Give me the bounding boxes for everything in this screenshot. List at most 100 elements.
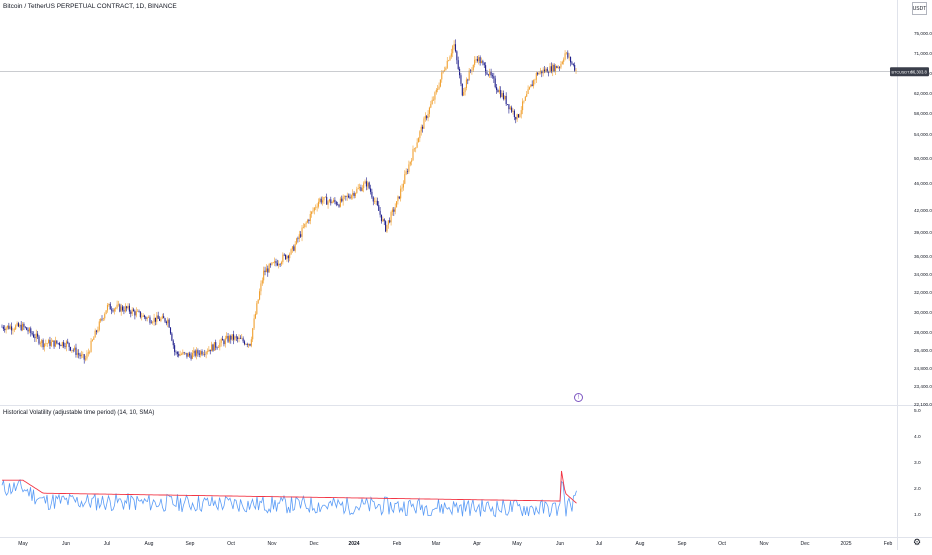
- candle-body: [439, 79, 441, 87]
- candle-body: [486, 72, 488, 75]
- candle-body: [332, 199, 335, 202]
- candle-body: [189, 353, 191, 356]
- candle-body: [517, 114, 520, 118]
- candle-body: [164, 318, 166, 322]
- candle-body: [537, 72, 539, 75]
- candle-body: [82, 354, 84, 355]
- candle-body: [575, 70, 577, 71]
- candle-body: [419, 131, 421, 139]
- candle-body: [526, 94, 528, 97]
- event-marker-icon[interactable]: !: [574, 393, 583, 402]
- candle-body: [64, 346, 66, 348]
- price-tick-label: 32,000.0: [914, 290, 932, 295]
- candle-body: [405, 171, 407, 175]
- candle-body: [249, 343, 251, 346]
- candle-body: [305, 222, 307, 224]
- candle-body: [291, 246, 293, 250]
- candle-body: [200, 351, 202, 355]
- candle-body: [315, 207, 317, 209]
- candle-body: [290, 249, 292, 255]
- candle-body: [505, 95, 507, 105]
- candle-body: [149, 317, 151, 323]
- candle-body: [97, 329, 99, 332]
- candle-body: [337, 204, 339, 206]
- candle-body: [8, 325, 10, 329]
- candle-body: [498, 90, 500, 93]
- hv-ma-line: [2, 470, 577, 504]
- candle-body: [316, 206, 318, 208]
- candle-body: [112, 310, 114, 312]
- candle-body: [534, 79, 536, 81]
- candle-body: [469, 70, 472, 72]
- candle-body: [212, 344, 214, 351]
- candle-body: [371, 191, 373, 198]
- candle-body: [515, 117, 517, 120]
- candle-body: [527, 89, 529, 95]
- candle-body: [524, 96, 526, 101]
- candle-body: [356, 188, 358, 194]
- candle-body: [554, 65, 557, 72]
- candle-body: [361, 188, 363, 191]
- candle-body: [242, 338, 244, 342]
- candle-body: [408, 164, 410, 172]
- candle-body: [65, 341, 67, 348]
- candle-body: [37, 333, 39, 337]
- candle-body: [320, 198, 322, 203]
- candle-body: [246, 343, 248, 345]
- candle-body: [360, 187, 362, 191]
- candle-body: [424, 116, 426, 119]
- candle-body: [438, 86, 440, 89]
- candle-body: [126, 306, 128, 309]
- candle-body: [561, 61, 563, 64]
- last-price-tag: [890, 67, 929, 77]
- candle-body: [378, 205, 380, 211]
- candle-body: [30, 328, 32, 333]
- candle-body: [12, 329, 14, 331]
- candle-body: [259, 291, 261, 300]
- time-tick-label: Sep: [186, 541, 195, 547]
- price-tick-label: 50,000.0: [914, 156, 932, 161]
- candle-body: [353, 193, 355, 197]
- currency-label[interactable]: USDT: [912, 2, 927, 15]
- candle-body: [190, 355, 192, 359]
- candle-body: [468, 70, 470, 81]
- candle-body: [250, 339, 252, 346]
- settings-gear-icon[interactable]: ⚙: [912, 537, 922, 547]
- candle-body: [5, 327, 7, 331]
- candle-body: [58, 343, 61, 346]
- time-tick-label: Mar: [432, 541, 441, 547]
- candle-body: [465, 79, 467, 88]
- candle-body: [420, 126, 422, 132]
- candle-body: [565, 52, 567, 54]
- candle-body: [20, 324, 22, 331]
- candle-body: [350, 195, 352, 199]
- candle-body: [35, 333, 37, 339]
- candle-body: [176, 352, 178, 354]
- candle-body: [511, 107, 513, 112]
- candle-body: [513, 110, 515, 118]
- candle-body: [402, 183, 404, 188]
- candle-body: [327, 201, 329, 205]
- candle-body: [148, 317, 150, 319]
- candle-body: [50, 341, 52, 346]
- candle-body: [150, 322, 152, 324]
- candle-body: [557, 67, 559, 69]
- candle-body: [228, 335, 230, 342]
- candle-body: [268, 264, 270, 273]
- candle-body: [171, 333, 173, 341]
- price-tick-label: 26,400.0: [914, 348, 932, 353]
- candle-body: [563, 59, 565, 62]
- candle-body: [102, 318, 104, 319]
- candle-body: [461, 83, 463, 96]
- time-tick-label: 2024: [348, 541, 359, 547]
- candle-body: [197, 350, 199, 354]
- last-price-symbol: BTCUSDT.P: [892, 71, 914, 75]
- hv-line: [1, 478, 577, 518]
- candle-body: [145, 317, 147, 319]
- candle-body: [412, 149, 414, 161]
- candle-body: [163, 316, 165, 319]
- candle-body: [91, 339, 93, 341]
- candle-body: [180, 354, 183, 355]
